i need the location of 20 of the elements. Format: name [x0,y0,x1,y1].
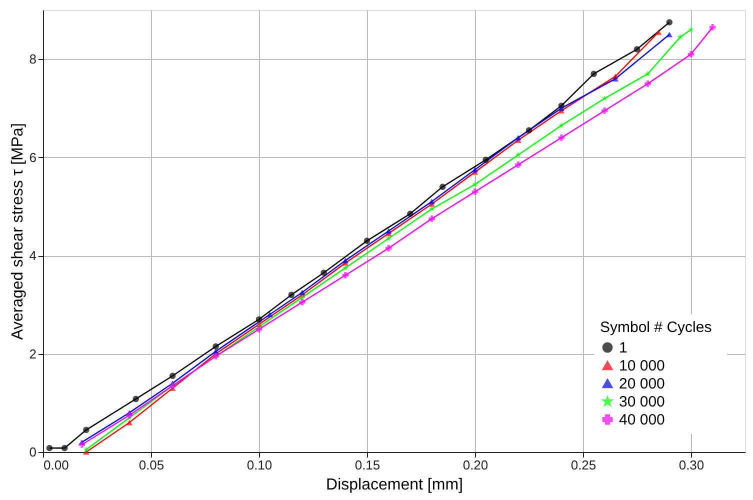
legend-label: 1 [619,340,628,356]
legend-label: 30 000 [619,394,665,410]
y-tick-label: 2 [29,346,36,362]
y-tick-label: 0 [29,444,36,460]
legend-label: 40 000 [619,412,665,428]
x-tick-label: 0.20 [462,458,488,472]
y-tick-label: 4 [29,248,36,264]
legend-title: Symbol # Cycles [600,319,712,336]
x-tick-label: 0.15 [354,458,380,472]
x-tick-label: 0.05 [138,458,164,472]
legend-label: 20 000 [619,376,665,392]
y-tick-label: 8 [29,52,36,67]
x-axis-title: Displacement [mm] [326,476,463,494]
y-axis-title: Averaged shear stress τ [MPa] [9,123,26,340]
x-tick-label: 0.00 [44,458,69,472]
legend-label: 10 000 [619,358,665,374]
y-tick-label: 6 [29,150,36,165]
x-tick-label: 0.10 [246,458,272,472]
x-tick-label: 0.25 [570,458,596,472]
x-tick-label: 0.30 [678,458,704,472]
